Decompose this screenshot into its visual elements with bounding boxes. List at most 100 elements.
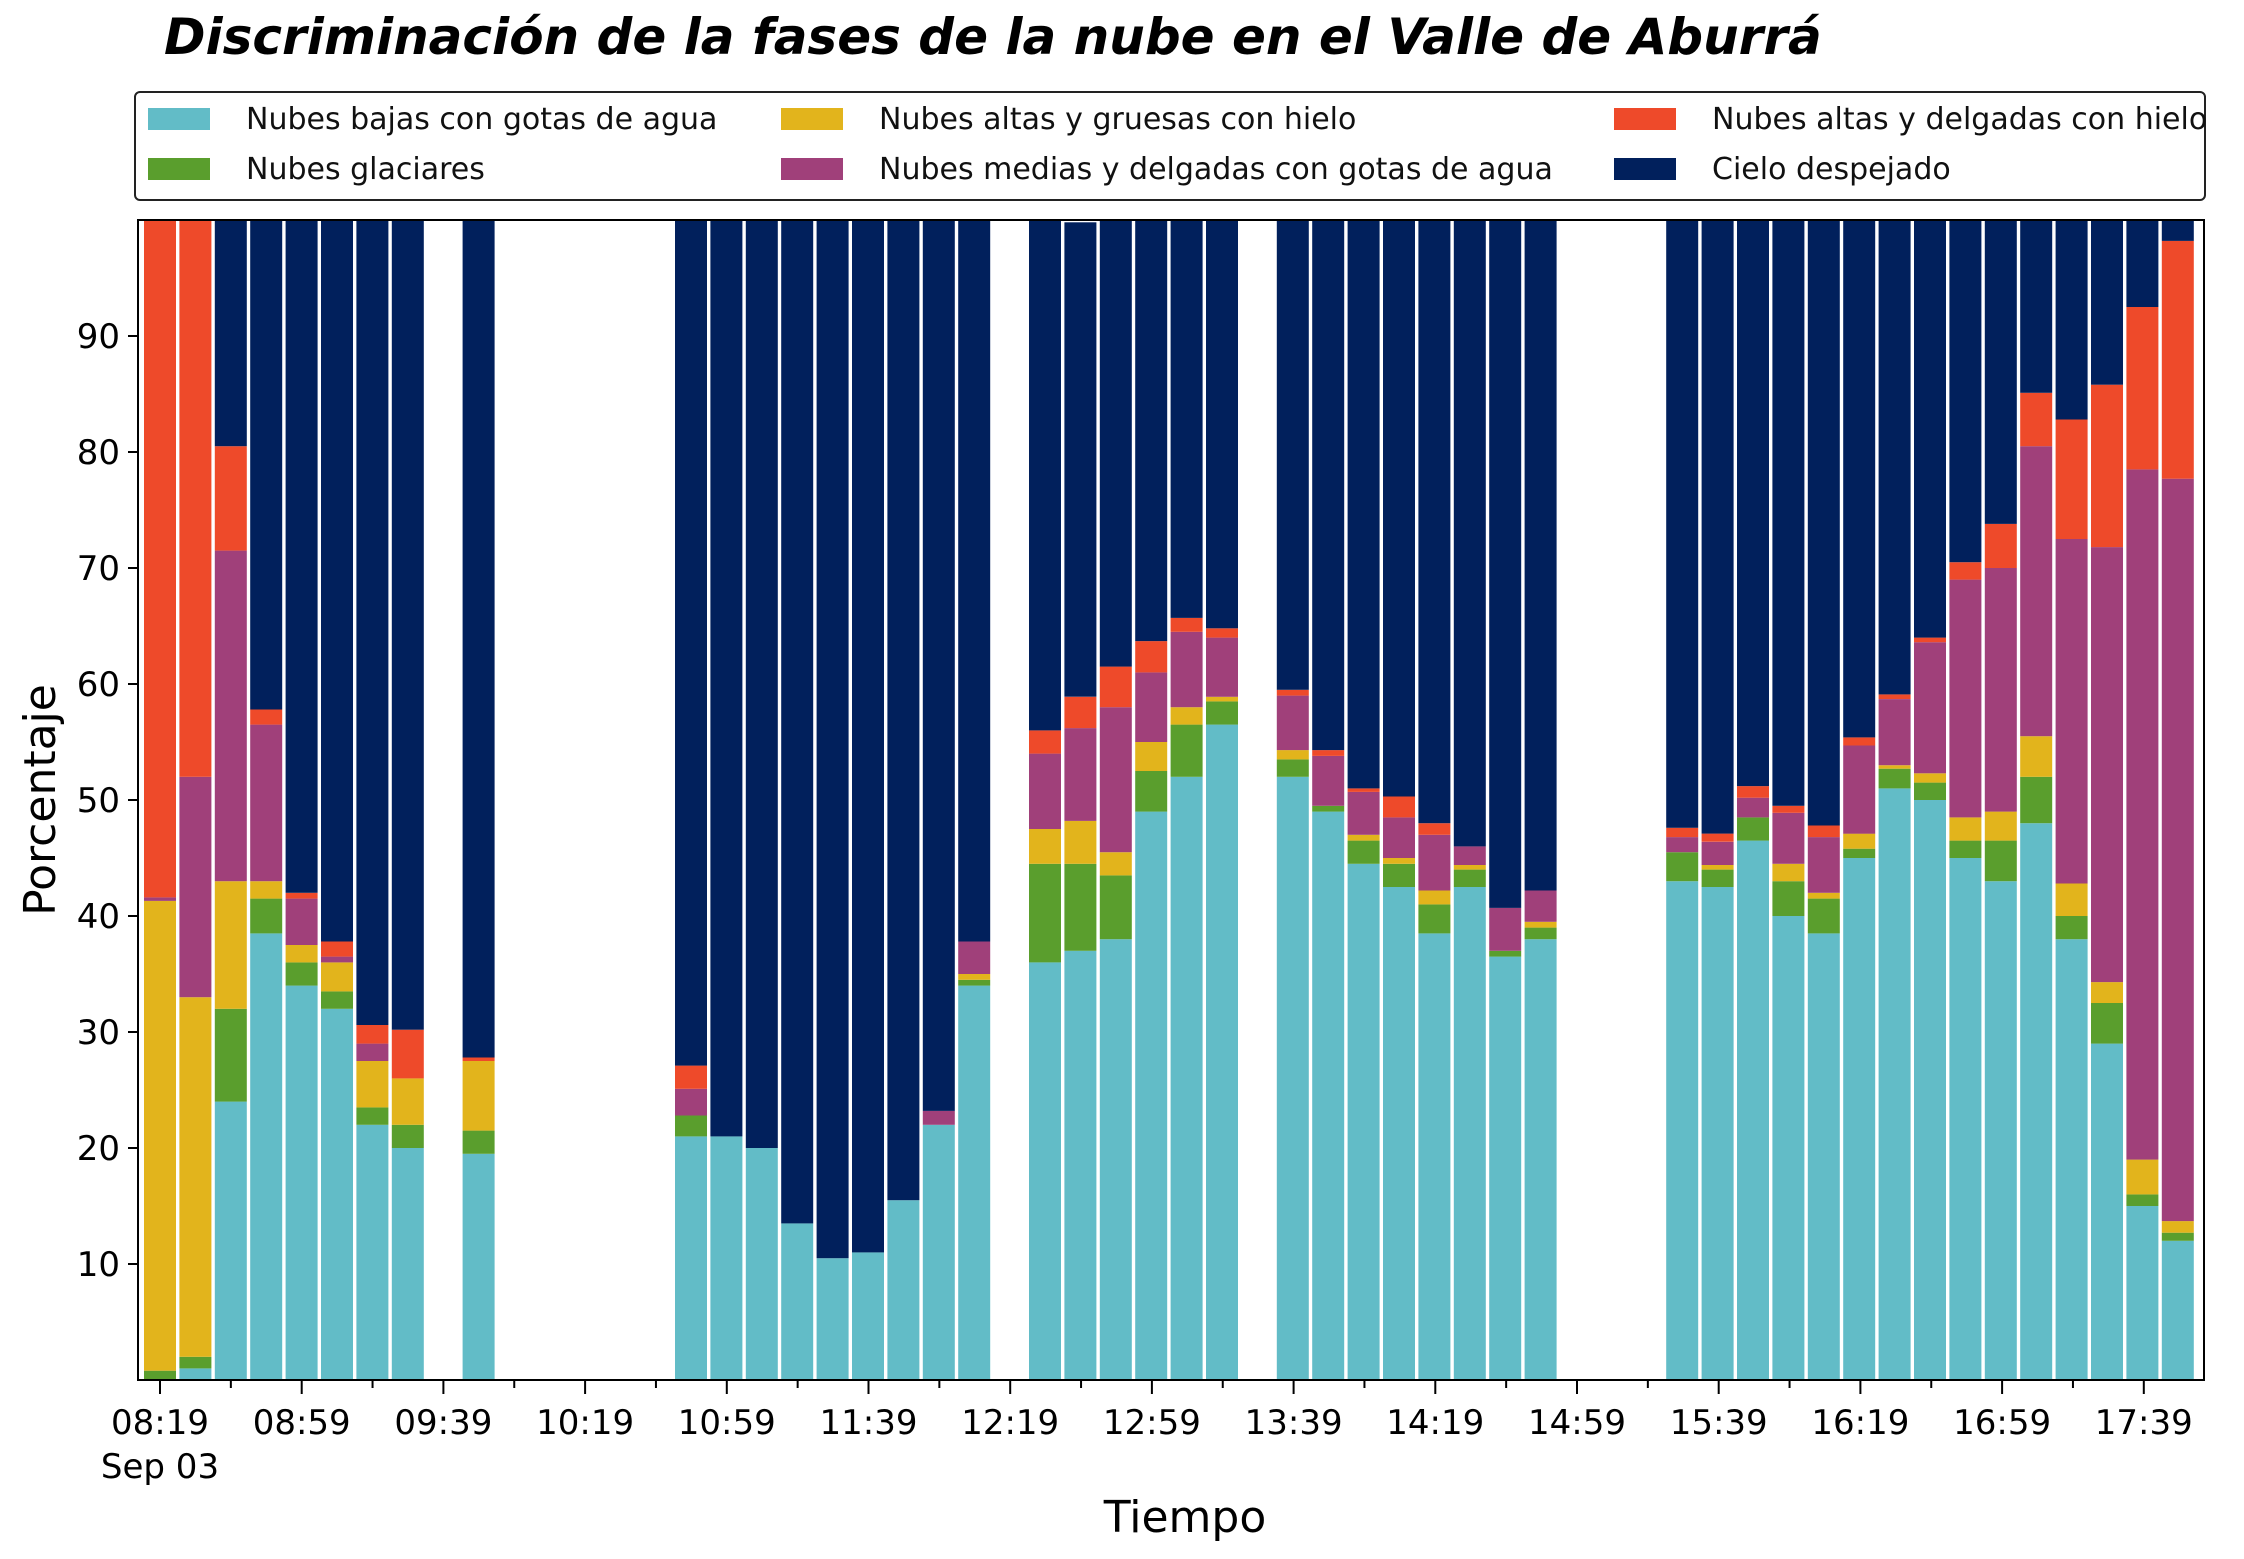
bar-segment bbox=[1029, 220, 1061, 731]
bar-segment bbox=[1135, 742, 1168, 771]
bar-segment bbox=[1984, 220, 2017, 524]
bar-segment bbox=[2091, 384, 2123, 548]
bar-segment bbox=[1984, 840, 2017, 882]
bar-segment bbox=[958, 974, 991, 980]
bar-segment bbox=[285, 962, 318, 986]
bar-segment bbox=[1276, 776, 1309, 1380]
bar-segment bbox=[1135, 672, 1168, 742]
bar-segment bbox=[2161, 1232, 2194, 1241]
bar-segment bbox=[2055, 883, 2088, 916]
bar-segment bbox=[285, 945, 318, 963]
bar-segment bbox=[2161, 1240, 2194, 1380]
legend-swatch bbox=[781, 108, 843, 130]
bar-segment bbox=[1206, 220, 1238, 629]
bar-segment bbox=[462, 220, 495, 1058]
y-tick-label: 90 bbox=[77, 317, 120, 357]
bar-segment bbox=[179, 1368, 212, 1380]
bar-segment bbox=[1064, 222, 1097, 697]
bar-segment bbox=[1807, 825, 1840, 838]
bar-segment bbox=[2091, 1003, 2123, 1044]
y-tick-label: 30 bbox=[77, 1013, 120, 1053]
bar-segment bbox=[1453, 865, 1486, 870]
bar-segment bbox=[214, 446, 247, 551]
bar-segment bbox=[1807, 898, 1840, 934]
bar-segment bbox=[356, 1043, 389, 1061]
bar-segment bbox=[285, 985, 318, 1380]
bar-segment bbox=[144, 1370, 176, 1380]
bar-segment bbox=[1312, 220, 1345, 751]
bar-segment bbox=[144, 220, 176, 898]
bar-segment bbox=[1949, 840, 1982, 858]
bar-segment bbox=[675, 220, 707, 1066]
x-tick-label: 12:19 bbox=[961, 1403, 1059, 1443]
bar-segment bbox=[1878, 788, 1911, 1380]
bar-segment bbox=[922, 220, 955, 1111]
bar-segment bbox=[2020, 823, 2053, 1380]
bar-segment bbox=[1064, 696, 1097, 729]
bar-segment bbox=[1418, 904, 1451, 934]
bar-segment bbox=[1276, 750, 1309, 760]
bar-segment bbox=[816, 1258, 849, 1380]
bar-segment bbox=[321, 941, 353, 957]
bar-segment bbox=[1312, 805, 1345, 812]
bar-segment bbox=[214, 1008, 247, 1102]
bar-segment bbox=[1666, 837, 1699, 853]
bar-segment bbox=[214, 550, 247, 882]
bar-segment bbox=[144, 900, 176, 1371]
y-axis: 10 20 30 40 50 60 70 80 90 bbox=[77, 317, 138, 1285]
bar-segment bbox=[922, 1110, 955, 1125]
bar-segment bbox=[852, 1252, 884, 1380]
bar-segment bbox=[781, 1223, 814, 1380]
bar-segment bbox=[1029, 753, 1061, 829]
bar-segment bbox=[2126, 307, 2159, 470]
x-tick-label: 14:19 bbox=[1386, 1403, 1484, 1443]
bar-segment bbox=[1099, 939, 1132, 1380]
bar-segment bbox=[1737, 797, 1769, 818]
bar-segment bbox=[1949, 858, 1982, 1380]
bar-segment bbox=[1666, 881, 1699, 1380]
bar-segment bbox=[675, 1065, 707, 1089]
x-tick-label: 14:59 bbox=[1528, 1403, 1626, 1443]
bar-segment bbox=[745, 1148, 778, 1380]
bar-segment bbox=[1701, 220, 1734, 834]
bar-segment bbox=[1383, 220, 1415, 797]
bar-segment bbox=[1135, 811, 1168, 1380]
y-tick-label: 60 bbox=[77, 665, 120, 705]
bar-segment bbox=[1383, 887, 1415, 1380]
bar-segment bbox=[179, 220, 212, 777]
bar-segment bbox=[1843, 745, 1876, 834]
x-tick-label: 13:39 bbox=[1245, 1403, 1343, 1443]
bar-segment bbox=[2091, 220, 2123, 385]
bar-segment bbox=[1772, 881, 1805, 916]
bar-segment bbox=[144, 897, 176, 901]
bar-segment bbox=[1064, 820, 1097, 864]
bar-segment bbox=[1453, 869, 1486, 887]
bar-segment bbox=[1418, 823, 1451, 835]
bar-segment bbox=[1737, 786, 1769, 798]
bar-segment bbox=[1772, 812, 1805, 864]
bar-segment bbox=[1666, 220, 1699, 828]
bar-segment bbox=[958, 979, 991, 986]
bar-segment bbox=[1453, 846, 1486, 865]
bar-segment bbox=[1347, 863, 1380, 1380]
bar-segment bbox=[356, 1061, 389, 1108]
bar-segment bbox=[1524, 890, 1557, 922]
bar-segment bbox=[1843, 833, 1876, 849]
bar-segment bbox=[852, 220, 884, 1253]
bar-segment bbox=[2126, 220, 2159, 307]
bar-segment bbox=[1949, 579, 1982, 818]
bar-segment bbox=[1099, 707, 1132, 853]
legend: Nubes bajas con gotas de agua Nubes glaci… bbox=[134, 91, 2207, 201]
bar-segment bbox=[1666, 852, 1699, 882]
bar-segment bbox=[1206, 701, 1238, 725]
bar-segment bbox=[285, 892, 318, 899]
bar-segment bbox=[1701, 865, 1734, 870]
bar-segment bbox=[1418, 933, 1451, 1380]
bar-segment bbox=[1170, 631, 1203, 708]
bar-segment bbox=[1135, 220, 1168, 642]
bar-segment bbox=[1914, 773, 1946, 783]
x-axis-title: Tiempo bbox=[1103, 1492, 1267, 1543]
bar-segment bbox=[2020, 220, 2053, 393]
bar-segment bbox=[1029, 962, 1061, 1380]
bar-segment bbox=[1276, 689, 1309, 696]
